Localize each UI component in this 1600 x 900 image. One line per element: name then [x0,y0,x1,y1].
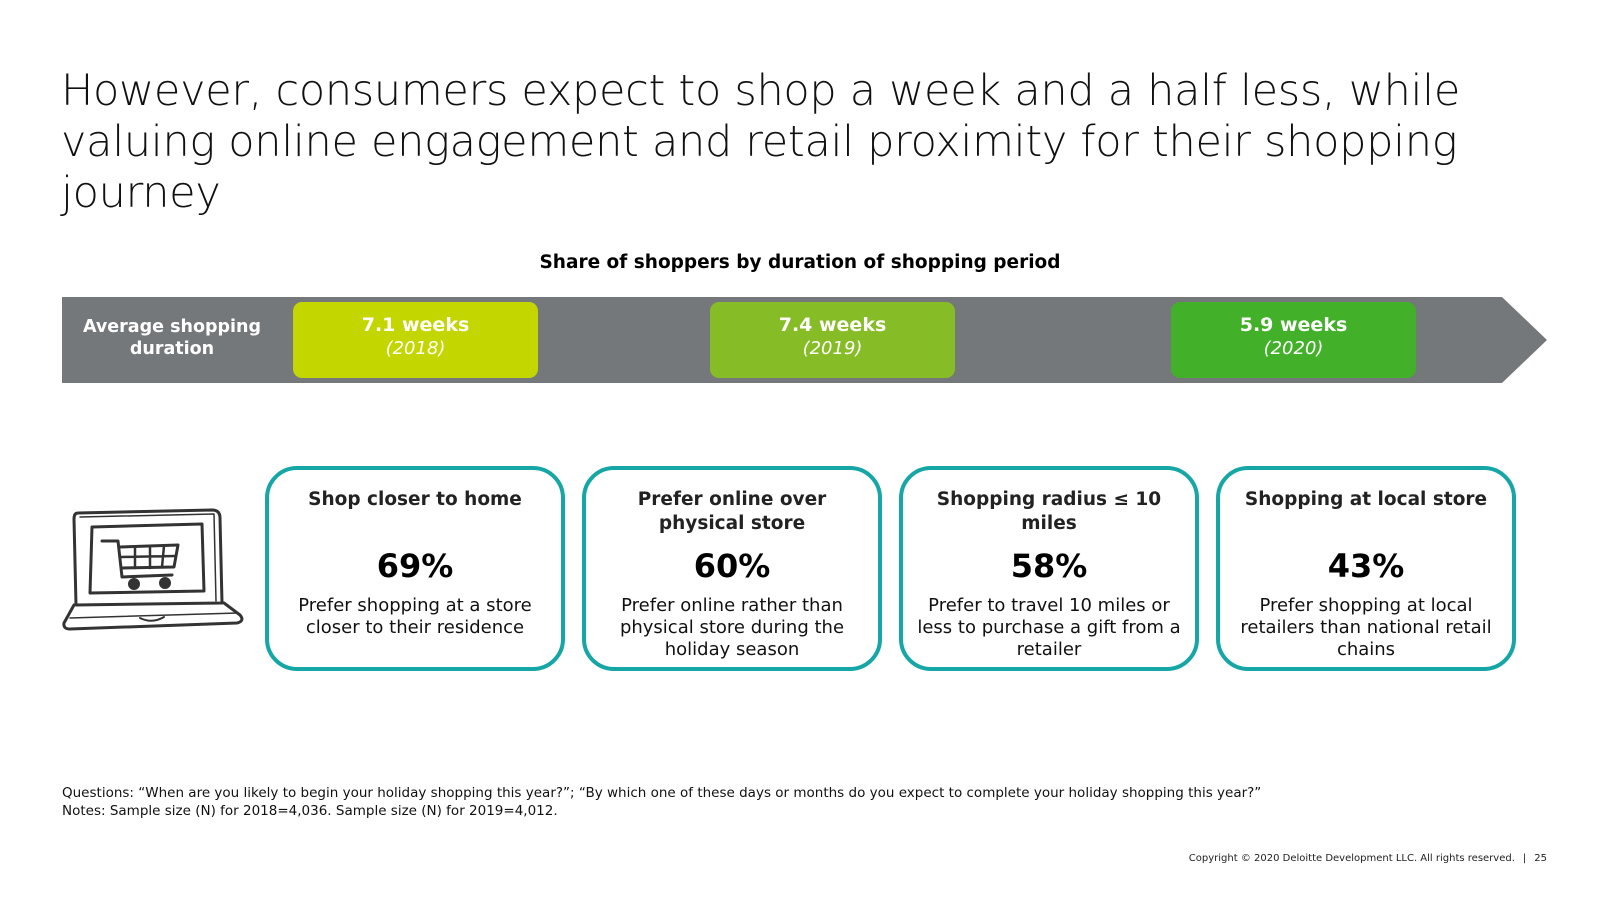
page-footer: Copyright © 2020 Deloitte Development LL… [1189,853,1547,864]
card-heading: Shopping at local store [1244,489,1488,510]
average-duration-label: Average shopping duration [82,317,262,359]
footer-separator: | [1522,853,1527,864]
sample-size-note: Notes: Sample size (N) for 2018=4,036. S… [62,803,558,819]
card-percent: 58% [1010,547,1088,585]
card-heading: Shopping radius ≤ 10 miles [936,489,1162,534]
laptop-shopping-cart-icon [62,508,244,631]
stat-card-local-store: Shopping at local store 43% Prefer shopp… [1216,466,1516,671]
stat-card-shop-closer: Shop closer to home 69% Prefer shopping … [265,466,565,671]
duration-year: (2019) [802,338,863,359]
section-subtitle: Share of shoppers by duration of shoppin… [539,252,1061,273]
card-percent: 69% [376,547,454,585]
card-description: Prefer to travel 10 miles or less to pur… [917,595,1181,660]
duration-year: (2020) [1263,338,1324,359]
duration-weeks: 7.1 weeks [361,314,470,336]
page-number: 25 [1534,853,1547,864]
card-description: Prefer online rather than physical store… [619,595,845,660]
copyright-text: Copyright © 2020 Deloitte Development LL… [1188,853,1515,864]
duration-weeks: 5.9 weeks [1239,314,1348,336]
duration-weeks: 7.4 weeks [778,314,887,336]
card-heading: Prefer online over physical store [637,489,827,534]
duration-year: (2018) [385,338,446,359]
page-title: However, consumers expect to shop a week… [61,66,1460,218]
questions-note: Questions: “When are you likely to begin… [62,785,1262,801]
duration-2019-box: 7.4 weeks (2019) [710,302,955,378]
stat-card-prefer-online: Prefer online over physical store 60% Pr… [582,466,882,671]
card-percent: 43% [1327,547,1405,585]
stat-card-shopping-radius: Shopping radius ≤ 10 miles 58% Prefer to… [899,466,1199,671]
card-percent: 60% [693,547,771,585]
card-heading: Shop closer to home [308,489,522,510]
card-description: Prefer shopping at a store closer to the… [298,595,532,638]
duration-2020-box: 5.9 weeks (2020) [1171,302,1416,378]
footnotes: Questions: “When are you likely to begin… [62,784,1261,820]
duration-2018-box: 7.1 weeks (2018) [293,302,538,378]
card-description: Prefer shopping at local retailers than … [1240,595,1492,660]
